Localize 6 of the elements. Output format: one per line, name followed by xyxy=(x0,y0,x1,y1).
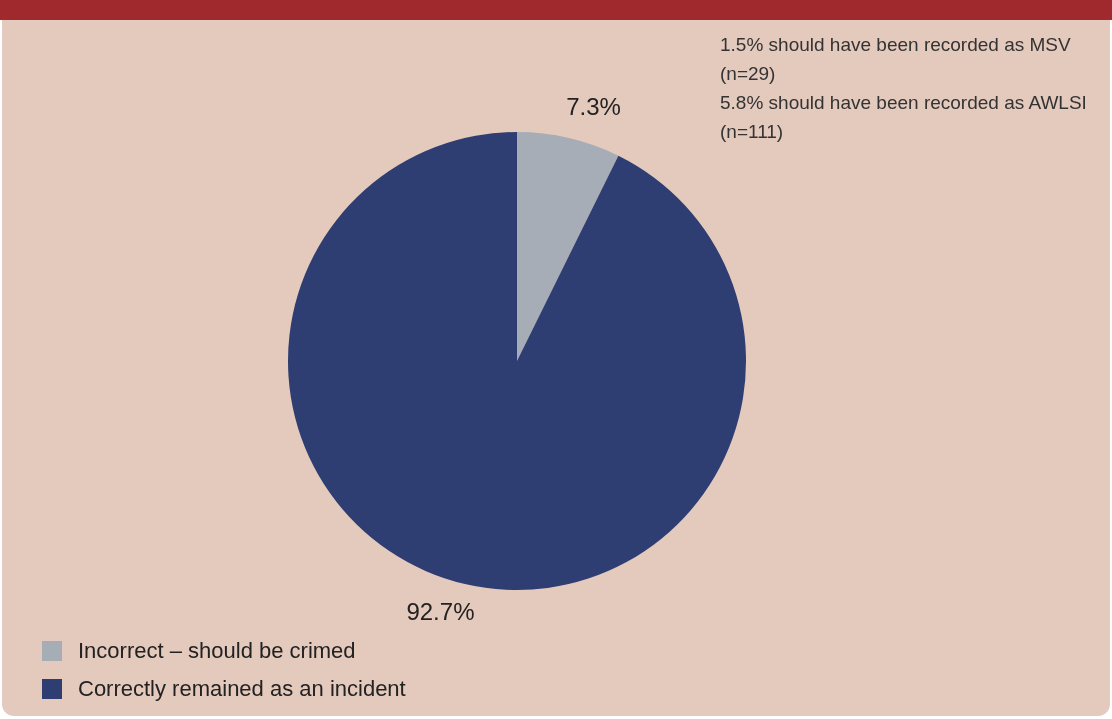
data-label: 7.3% xyxy=(566,93,621,121)
data-label: 92.7% xyxy=(406,597,475,625)
text: 1.5% should have been recorded as MSV (n=29) xyxy=(720,33,1072,86)
text: 5.8% should have been recorded as AWLSI (n=111) xyxy=(720,91,1088,144)
legend-label: Incorrect – should be crimed xyxy=(78,638,356,664)
legend-label: Correctly remained as an incident xyxy=(78,676,406,702)
